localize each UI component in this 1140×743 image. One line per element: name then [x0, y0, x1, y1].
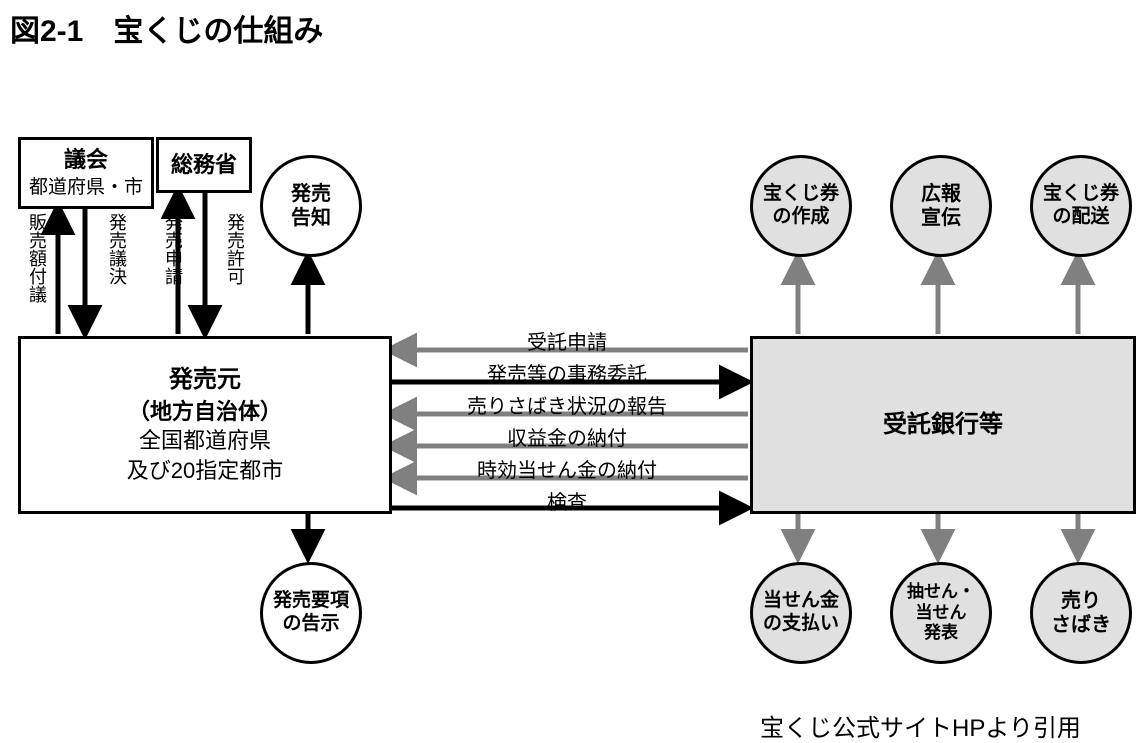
vlabel-v3: 発売申請: [160, 213, 186, 285]
node-assembly: 議会都道府県・市: [18, 137, 154, 209]
vlabel-v1: 販売額付議: [24, 213, 50, 303]
hlabel-h6: 検査: [0, 486, 1134, 515]
node-c_bot2: 抽せん・当せん発表: [890, 562, 992, 664]
hlabel-h4: 収益金の納付: [0, 422, 1134, 451]
hlabel-h2: 発売等の事務委託: [0, 358, 1134, 387]
node-notice2: 発売要項の告示: [260, 562, 362, 664]
diagram-stage: 図2‑1 宝くじの仕組み 議会都道府県・市総務省発売告知発売元（地方自治体）全国…: [0, 0, 1140, 741]
hlabel-h3: 売りさばき状況の報告: [0, 390, 1134, 419]
source-citation: 宝くじ公式サイトHPより引用: [760, 708, 1081, 743]
node-ministry: 総務省: [156, 137, 252, 193]
node-c_top3: 宝くじ券の配送: [1030, 155, 1132, 257]
node-c_top2: 広報宣伝: [890, 155, 992, 257]
node-notice: 発売告知: [260, 155, 362, 257]
vlabel-v2: 発売議決: [104, 213, 130, 285]
figure-title: 図2‑1 宝くじの仕組み: [10, 6, 323, 50]
node-c_bot3: 売りさばき: [1030, 562, 1132, 664]
vlabel-v4: 発売許可: [222, 213, 248, 285]
hlabel-h1: 受託申請: [0, 326, 1134, 355]
node-c_top1: 宝くじ券の作成: [750, 155, 852, 257]
node-c_bot1: 当せん金の支払い: [750, 562, 852, 664]
hlabel-h5: 時効当せん金の納付: [0, 454, 1134, 483]
